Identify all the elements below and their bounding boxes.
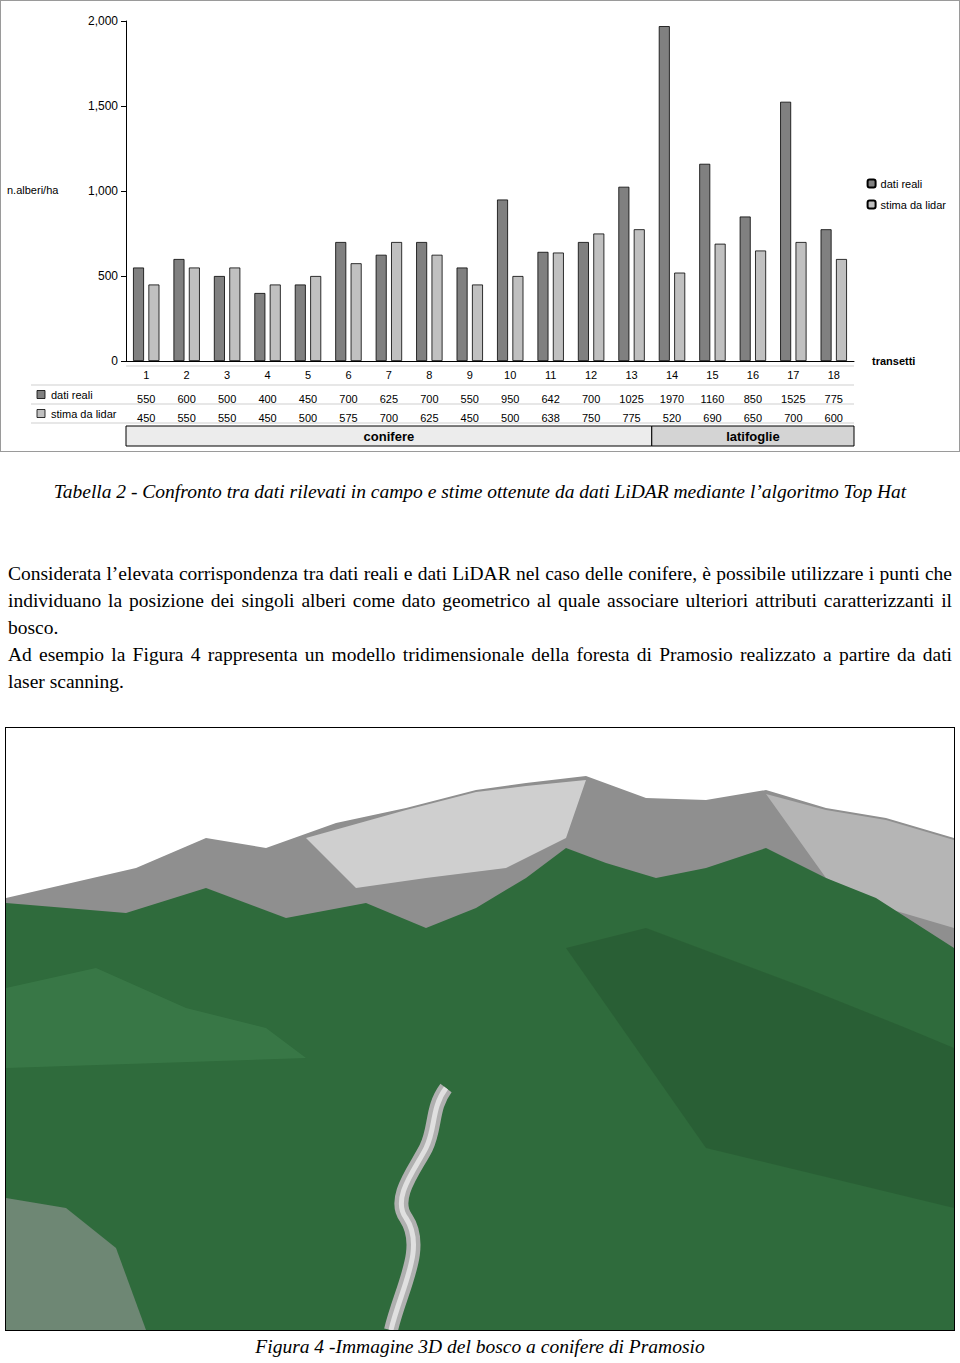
- svg-text:dati reali: dati reali: [881, 178, 923, 190]
- svg-text:14: 14: [666, 369, 678, 381]
- html-text:Figura 4 -Immagine 3D del bosc: Figura 4 -Immagine 3D del bosco a conife…: [255, 1336, 705, 1357]
- svg-text:1025: 1025: [619, 393, 643, 405]
- svg-text:625: 625: [420, 412, 438, 424]
- html-text:Considerata l’elevata corrispo: Considerata l’elevata corrispondenza tra…: [8, 563, 952, 638]
- svg-text:775: 775: [622, 412, 640, 424]
- svg-text:700: 700: [339, 393, 357, 405]
- svg-text:conifere: conifere: [364, 429, 415, 444]
- svg-text:700: 700: [380, 412, 398, 424]
- svg-text:550: 550: [461, 393, 479, 405]
- svg-text:600: 600: [825, 412, 843, 424]
- svg-text:775: 775: [825, 393, 843, 405]
- svg-text:n.alberi/ha: n.alberi/ha: [7, 184, 59, 196]
- svg-text:7: 7: [386, 369, 392, 381]
- svg-text:10: 10: [504, 369, 516, 381]
- svg-text:750: 750: [582, 412, 600, 424]
- svg-text:700: 700: [784, 412, 802, 424]
- svg-text:450: 450: [299, 393, 317, 405]
- svg-text:550: 550: [177, 412, 195, 424]
- svg-text:4: 4: [264, 369, 270, 381]
- svg-text:stima da lidar: stima da lidar: [51, 408, 117, 420]
- svg-text:15: 15: [706, 369, 718, 381]
- svg-text:1,500: 1,500: [88, 99, 118, 113]
- svg-text:dati reali: dati reali: [51, 389, 93, 401]
- svg-text:642: 642: [541, 393, 559, 405]
- svg-text:5: 5: [305, 369, 311, 381]
- html-text:Tabella 2 - Confronto tra dati: Tabella 2 - Confronto tra dati rilevati …: [53, 481, 907, 502]
- svg-text:1160: 1160: [701, 393, 725, 405]
- svg-text:13: 13: [625, 369, 637, 381]
- svg-text:625: 625: [380, 393, 398, 405]
- svg-text:17: 17: [787, 369, 799, 381]
- svg-text:690: 690: [703, 412, 721, 424]
- svg-text:18: 18: [828, 369, 840, 381]
- svg-text:16: 16: [747, 369, 759, 381]
- svg-text:600: 600: [177, 393, 195, 405]
- svg-text:400: 400: [258, 393, 276, 405]
- svg-text:950: 950: [501, 393, 519, 405]
- svg-text:stima da lidar: stima da lidar: [881, 199, 947, 211]
- svg-text:500: 500: [501, 412, 519, 424]
- svg-text:12: 12: [585, 369, 597, 381]
- svg-text:9: 9: [467, 369, 473, 381]
- svg-text:550: 550: [218, 412, 236, 424]
- svg-text:1970: 1970: [660, 393, 684, 405]
- svg-text:6: 6: [345, 369, 351, 381]
- svg-text:1: 1: [143, 369, 149, 381]
- svg-text:450: 450: [137, 412, 155, 424]
- html-text:Ad esempio la Figura 4 rappres: Ad esempio la Figura 4 rappresenta un mo…: [8, 644, 952, 692]
- svg-text:500: 500: [218, 393, 236, 405]
- svg-text:575: 575: [339, 412, 357, 424]
- svg-text:11: 11: [545, 369, 556, 381]
- svg-text:520: 520: [663, 412, 681, 424]
- svg-text:500: 500: [299, 412, 317, 424]
- svg-text:850: 850: [744, 393, 762, 405]
- svg-text:transetti: transetti: [872, 355, 915, 367]
- svg-text:550: 550: [137, 393, 155, 405]
- svg-text:450: 450: [461, 412, 479, 424]
- svg-text:3: 3: [224, 369, 230, 381]
- svg-text:1,000: 1,000: [88, 184, 118, 198]
- svg-text:700: 700: [420, 393, 438, 405]
- svg-text:700: 700: [582, 393, 600, 405]
- svg-text:8: 8: [426, 369, 432, 381]
- svg-text:650: 650: [744, 412, 762, 424]
- svg-text:0: 0: [111, 354, 118, 368]
- svg-text:450: 450: [258, 412, 276, 424]
- svg-text:2,000: 2,000: [88, 14, 118, 28]
- svg-text:2: 2: [184, 369, 190, 381]
- svg-text:latifoglie: latifoglie: [726, 429, 779, 444]
- svg-text:500: 500: [98, 269, 118, 283]
- svg-text:1525: 1525: [781, 393, 805, 405]
- svg-text:638: 638: [541, 412, 559, 424]
